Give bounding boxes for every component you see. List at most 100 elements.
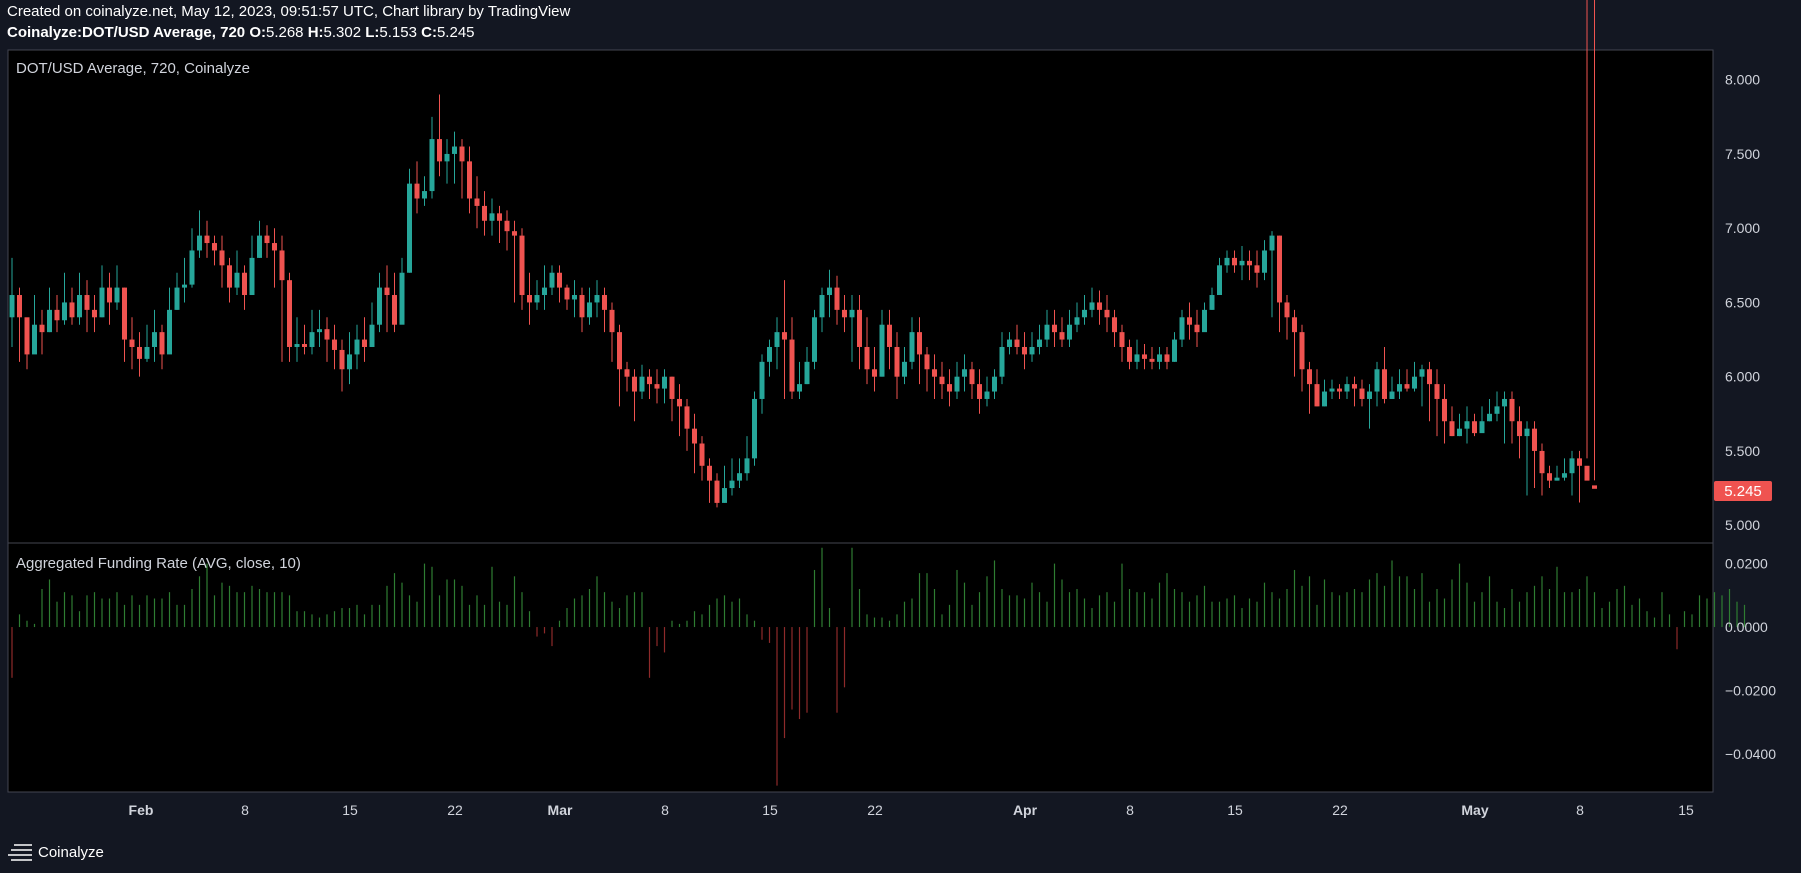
candle-body <box>47 309 52 333</box>
candle-body <box>249 257 255 296</box>
candle-body <box>167 309 172 355</box>
candle <box>1307 361 1312 414</box>
candle <box>9 257 15 347</box>
candle <box>1577 450 1582 503</box>
candle-body <box>362 339 367 347</box>
candle-body <box>549 272 555 288</box>
candle-body <box>534 295 540 303</box>
candle-body <box>1239 260 1245 266</box>
candle-body <box>437 139 442 162</box>
candle-body <box>182 284 187 288</box>
candle-body <box>1277 235 1282 303</box>
candle <box>1059 317 1065 347</box>
candle <box>69 287 75 325</box>
candle <box>1322 379 1327 407</box>
candle <box>362 317 367 362</box>
candle <box>707 458 712 503</box>
candle <box>1134 339 1140 370</box>
candle <box>422 176 427 206</box>
candle-body <box>1209 295 1215 310</box>
candle-body <box>692 428 697 444</box>
candle-body <box>647 376 652 385</box>
candle <box>444 139 450 184</box>
candle <box>182 257 187 303</box>
candle <box>212 235 217 266</box>
price-tick-label: 5.000 <box>1725 517 1760 533</box>
candle <box>504 210 510 251</box>
candle-body <box>1179 317 1185 340</box>
candle-body <box>1254 265 1260 273</box>
candle-body <box>452 146 457 154</box>
candle-body <box>1284 302 1290 318</box>
candle <box>1262 240 1267 281</box>
candle-body <box>204 235 210 244</box>
candle-body <box>789 339 795 392</box>
candle <box>1164 346 1170 370</box>
candle-body <box>459 146 465 162</box>
candle <box>1314 369 1320 407</box>
candle-body <box>924 354 930 370</box>
candle-body <box>1322 391 1327 407</box>
candle-body <box>497 213 502 221</box>
candle <box>1194 309 1200 347</box>
candle-body <box>1479 421 1485 434</box>
candle-body <box>339 349 345 370</box>
candle <box>527 272 532 325</box>
candle <box>294 317 300 362</box>
candle-body <box>144 346 150 359</box>
candle <box>174 272 180 310</box>
candle-body <box>197 235 202 251</box>
candle-body <box>1217 265 1222 296</box>
candle-body <box>354 339 360 355</box>
last-price-tag: 5.245 <box>1714 481 1772 501</box>
candle-body <box>1359 388 1365 399</box>
candle <box>1089 287 1095 318</box>
candle <box>1404 369 1410 392</box>
candle <box>947 369 952 407</box>
ohlc-legend: Coinalyze:DOT/USD Average, 720 O:5.268 H… <box>7 24 475 41</box>
candle <box>227 257 232 303</box>
coinalyze-logo[interactable]: Coinalyze <box>8 840 104 864</box>
candle <box>1592 0 1597 489</box>
candle <box>834 275 840 325</box>
candle <box>992 369 997 399</box>
candle-body <box>1307 369 1312 385</box>
candle <box>159 324 165 370</box>
candle-body <box>1502 398 1507 407</box>
candle <box>392 272 397 333</box>
candle-body <box>1067 324 1072 340</box>
candle-body <box>804 361 810 385</box>
candle <box>1014 324 1020 355</box>
candle-body <box>1419 369 1425 377</box>
candle-body <box>857 309 862 347</box>
candle-body <box>744 458 750 474</box>
candle-body <box>1464 421 1470 429</box>
candle-body <box>174 287 180 310</box>
candle <box>369 302 375 347</box>
candle <box>977 369 982 414</box>
candle <box>512 220 517 303</box>
candle-body <box>662 376 667 389</box>
candle <box>197 210 202 258</box>
candle-body <box>1577 458 1582 466</box>
candle-body <box>1554 477 1560 481</box>
candle <box>24 317 30 370</box>
candle <box>819 287 825 333</box>
candle <box>1449 406 1455 437</box>
candle-body <box>1194 324 1200 333</box>
candle-body <box>669 376 675 399</box>
candle <box>1442 384 1447 444</box>
time-tick-label: Feb <box>129 802 154 818</box>
candle <box>129 317 135 370</box>
candle-body <box>489 213 495 221</box>
candles-group <box>9 0 1597 508</box>
candle <box>1337 384 1342 399</box>
candle <box>1142 344 1147 370</box>
candle-body <box>1089 302 1095 310</box>
candle-body <box>954 376 960 392</box>
candle-body <box>902 361 907 377</box>
candle-body <box>1389 391 1395 399</box>
candle-body <box>92 309 97 318</box>
candle-body <box>564 287 570 300</box>
